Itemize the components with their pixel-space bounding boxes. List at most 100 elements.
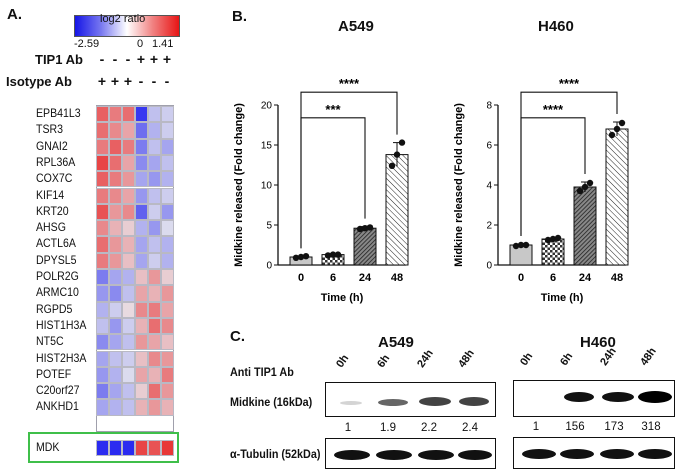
heatmap-cell bbox=[109, 122, 122, 139]
heatmap-cell bbox=[135, 334, 148, 351]
data-point bbox=[613, 125, 621, 133]
bar bbox=[573, 186, 597, 266]
gene-label: KIF14 bbox=[36, 187, 65, 202]
gene-label: ANKHD1 bbox=[36, 399, 79, 414]
legend-mid: 0 bbox=[137, 38, 144, 50]
heatmap-cell bbox=[122, 154, 135, 172]
x-tick-label: 0 bbox=[518, 272, 524, 284]
a549-timepoint: 0h bbox=[334, 352, 352, 370]
a549-bar-chart: Midkine released (Fold change) 0 5 10 15 20 0 6… bbox=[233, 76, 409, 304]
heatmap-cell bbox=[161, 269, 174, 286]
heatmap-cell bbox=[109, 317, 122, 335]
x-tick-label: 24 bbox=[579, 272, 592, 284]
heatmap-cell bbox=[161, 350, 174, 367]
data-point bbox=[393, 151, 401, 158]
tip1-ab-label: TIP1 Ab bbox=[35, 52, 83, 67]
heatmap-cell bbox=[161, 301, 174, 318]
heatmap-cell bbox=[122, 350, 135, 367]
band bbox=[602, 392, 634, 402]
treatment-label: Anti TIP1 Ab bbox=[230, 365, 294, 379]
heatmap-cell bbox=[135, 301, 148, 318]
tip1-sign: - bbox=[125, 51, 131, 67]
data-point bbox=[517, 241, 525, 249]
heatmap-cell bbox=[148, 187, 161, 204]
data-point bbox=[292, 254, 300, 261]
heatmap-cell bbox=[148, 383, 161, 400]
heatmap-cell bbox=[109, 236, 122, 253]
heatmap-cell bbox=[122, 236, 135, 253]
heatmap-cell bbox=[96, 383, 109, 400]
heatmap-cell bbox=[96, 350, 109, 367]
y-tick-label: 2 bbox=[486, 221, 492, 232]
heatmap-cell bbox=[109, 106, 122, 123]
a549-quant-value: 1.9 bbox=[380, 422, 396, 434]
h460-quant-value: 318 bbox=[641, 421, 661, 433]
panel-a-label: A. bbox=[7, 6, 22, 23]
bar bbox=[353, 227, 377, 266]
band bbox=[334, 450, 370, 460]
heatmap-cell bbox=[148, 106, 161, 123]
x-tick-label: 6 bbox=[550, 272, 556, 284]
heatmap-cell bbox=[148, 440, 161, 456]
band bbox=[522, 449, 556, 459]
data-point bbox=[388, 162, 396, 169]
x-axis-label: Time (h) bbox=[321, 292, 364, 304]
a549-timepoint: 6h bbox=[375, 352, 393, 370]
heatmap-cell bbox=[96, 334, 109, 351]
heatmap-cell bbox=[148, 317, 161, 335]
isotype-sign: + bbox=[97, 73, 107, 89]
gene-label: TSR3 bbox=[36, 122, 64, 137]
heatmap-cell bbox=[161, 285, 174, 302]
significance-label: **** bbox=[559, 76, 580, 91]
isotype-sign: + bbox=[123, 73, 133, 89]
band bbox=[378, 399, 408, 406]
heatmap-cell bbox=[96, 138, 109, 155]
band bbox=[418, 450, 454, 460]
heatmap-cell bbox=[122, 301, 135, 318]
heatmap-cell bbox=[109, 171, 122, 188]
heatmap-cell bbox=[109, 220, 122, 237]
heatmap-cell bbox=[96, 399, 109, 416]
heatmap-cell bbox=[161, 171, 174, 188]
y-tick-label: 0 bbox=[486, 261, 492, 272]
heatmap-cell bbox=[135, 203, 148, 221]
heatmap-cell bbox=[96, 285, 109, 302]
heatmap-cell bbox=[135, 350, 148, 367]
heatmap-cell bbox=[148, 350, 161, 367]
heatmap-cell bbox=[109, 399, 122, 416]
x-axis-label: Time (h) bbox=[541, 292, 584, 304]
heatmap-cell bbox=[161, 122, 174, 139]
band bbox=[376, 450, 412, 460]
heatmap-cell bbox=[161, 334, 174, 351]
heatmap-cell bbox=[148, 138, 161, 155]
heatmap-cell bbox=[122, 269, 135, 286]
heatmap-cell bbox=[122, 220, 135, 237]
gene-label: EPB41L3 bbox=[36, 106, 81, 120]
legend-color-bar bbox=[74, 15, 180, 37]
y-tick-label: 5 bbox=[266, 221, 272, 232]
gene-label: C20orf27 bbox=[36, 383, 80, 398]
heatmap-cell bbox=[148, 203, 161, 221]
heatmap-cell bbox=[122, 366, 135, 384]
data-point bbox=[356, 225, 364, 233]
heatmap-cell bbox=[122, 383, 135, 400]
heatmap-cell bbox=[122, 122, 135, 139]
band bbox=[340, 401, 362, 405]
heatmap-cell bbox=[135, 317, 148, 335]
band bbox=[419, 397, 451, 406]
y-tick-label: 20 bbox=[261, 101, 273, 112]
heatmap-cell bbox=[109, 203, 122, 221]
heatmap-cell bbox=[161, 106, 174, 123]
heatmap-cell bbox=[96, 236, 109, 253]
heatmap-cell bbox=[122, 317, 135, 335]
heatmap-cell bbox=[122, 440, 135, 456]
heatmap-cell bbox=[122, 203, 135, 221]
heatmap-cell bbox=[122, 187, 135, 204]
heatmap-cell bbox=[148, 285, 161, 302]
blot-h460-title: H460 bbox=[580, 334, 616, 351]
heatmap-cell bbox=[96, 220, 109, 237]
panel-b-label: B. bbox=[232, 8, 247, 25]
heatmap-cell bbox=[135, 285, 148, 302]
h460-timepoint: 48h bbox=[638, 345, 659, 368]
